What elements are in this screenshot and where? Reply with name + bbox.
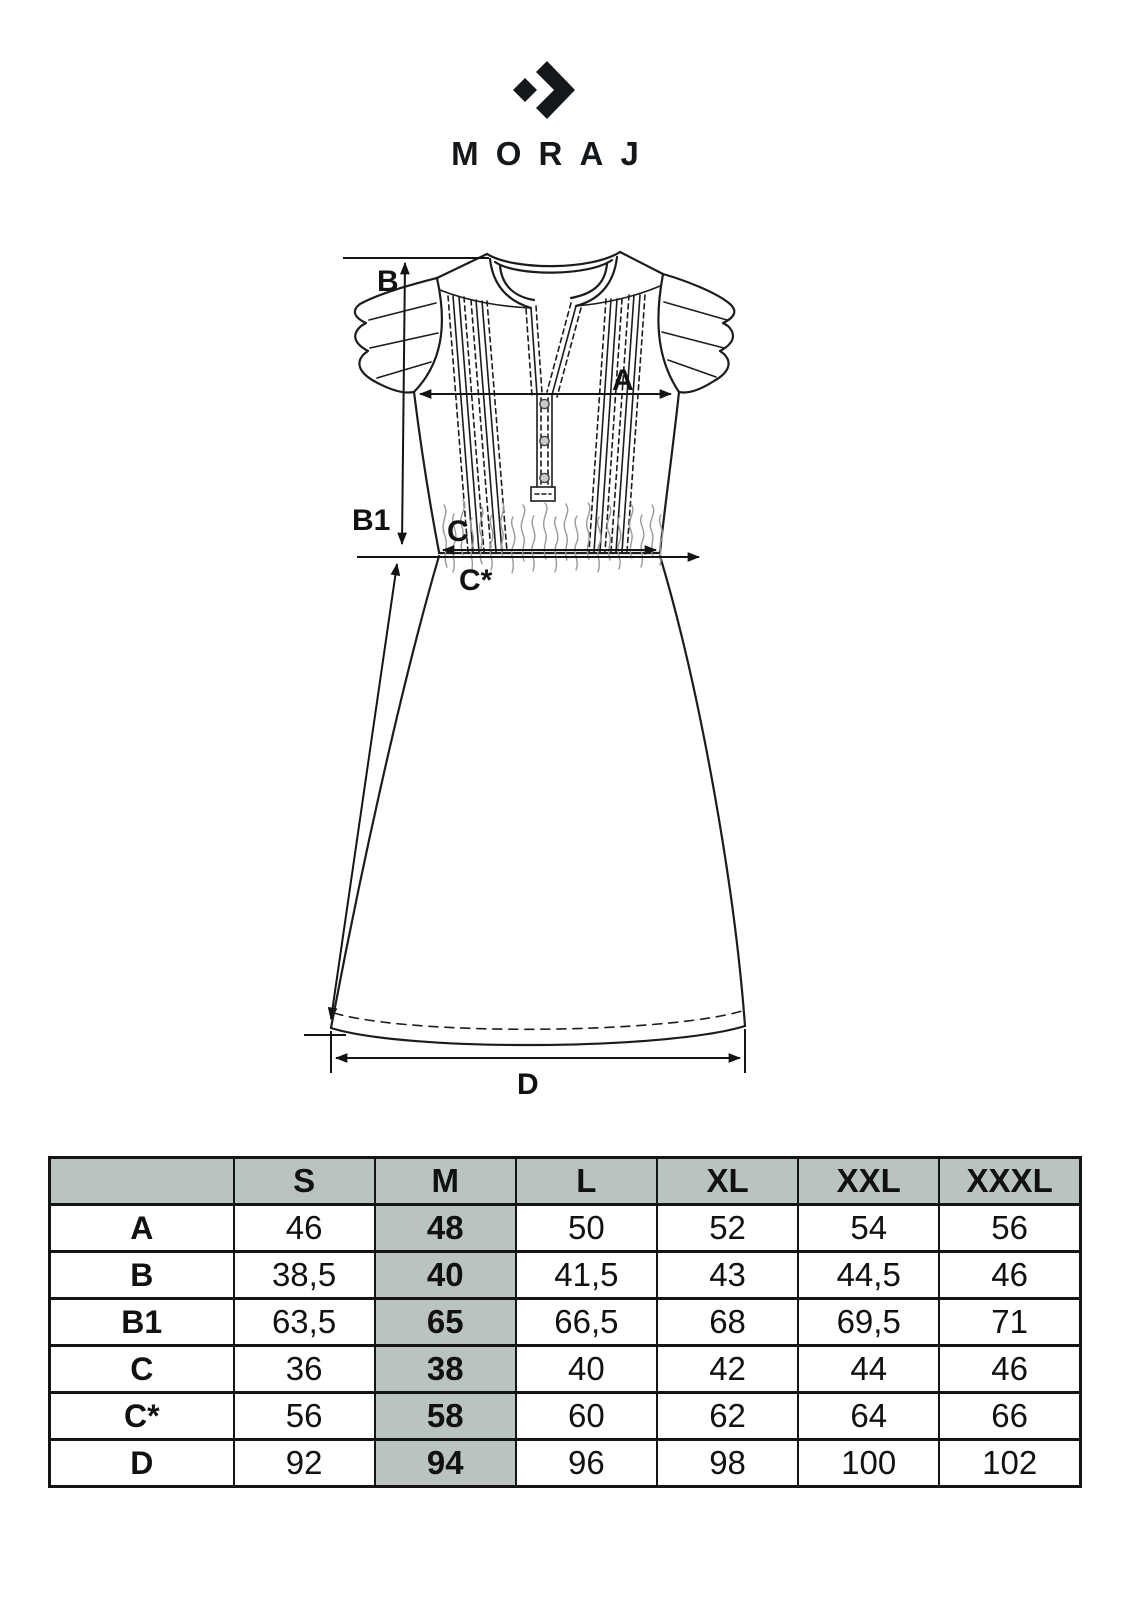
size-value-cell-highlighted: 94 — [373, 1438, 517, 1488]
row-label-c: C — [48, 1344, 235, 1394]
size-value-cell-highlighted: 58 — [373, 1391, 517, 1441]
measurement-label-a: A — [612, 364, 634, 397]
size-header-l: L — [514, 1156, 658, 1206]
size-value-cell: 38,5 — [232, 1250, 376, 1300]
measure-b-arrow — [397, 261, 410, 546]
table-row-cstar: C* 56 58 60 62 64 66 — [48, 1391, 1082, 1441]
size-header-empty — [48, 1156, 235, 1206]
size-header-s: S — [232, 1156, 376, 1206]
row-label-a: A — [48, 1203, 235, 1253]
row-label-d: D — [48, 1438, 235, 1488]
size-value-cell: 42 — [655, 1344, 800, 1394]
size-header-xl: XL — [655, 1156, 800, 1206]
row-label-b1: B1 — [48, 1297, 235, 1347]
table-row-b1: B1 63,5 65 66,5 68 69,5 71 — [48, 1297, 1082, 1347]
size-value-cell: 92 — [232, 1438, 376, 1488]
table-row-d: D 92 94 96 98 100 102 — [48, 1438, 1082, 1488]
measure-b1-arrow — [327, 562, 401, 1021]
size-value-cell: 102 — [938, 1438, 1082, 1488]
dress-technical-drawing: B B1 A C C* D — [304, 250, 747, 1101]
size-header-m: M — [373, 1156, 517, 1206]
size-value-cell: 68 — [655, 1297, 800, 1347]
size-value-cell: 54 — [797, 1203, 941, 1253]
size-value-cell: 98 — [655, 1438, 800, 1488]
size-value-cell-highlighted: 65 — [373, 1297, 517, 1347]
measurement-label-cstar: C* — [459, 564, 493, 597]
size-value-cell: 36 — [232, 1344, 376, 1394]
measurement-label-d: D — [517, 1068, 539, 1101]
row-label-cstar: C* — [48, 1391, 235, 1441]
size-value-cell: 44 — [797, 1344, 941, 1394]
size-table-header-row: S M L XL XXL XXXL — [48, 1156, 1082, 1206]
size-value-cell: 71 — [938, 1297, 1082, 1347]
size-value-cell: 43 — [655, 1250, 800, 1300]
size-value-cell: 69,5 — [797, 1297, 941, 1347]
size-value-cell: 62 — [655, 1391, 800, 1441]
size-value-cell-highlighted: 48 — [373, 1203, 517, 1253]
table-row-a: A 46 48 50 52 54 56 — [48, 1203, 1082, 1253]
size-value-cell: 100 — [797, 1438, 941, 1488]
size-header-xxxl: XXXL — [938, 1156, 1082, 1206]
measurement-label-b1: B1 — [352, 504, 390, 537]
size-value-cell: 40 — [514, 1344, 658, 1394]
size-value-cell-highlighted: 38 — [373, 1344, 517, 1394]
placket-buttons — [539, 398, 550, 484]
size-value-cell: 46 — [938, 1344, 1082, 1394]
size-value-cell: 46 — [232, 1203, 376, 1253]
size-value-cell: 56 — [938, 1203, 1082, 1253]
size-value-cell: 63,5 — [232, 1297, 376, 1347]
table-row-c: C 36 38 40 42 44 46 — [48, 1344, 1082, 1394]
size-value-cell: 96 — [514, 1438, 658, 1488]
measurement-label-b: B — [377, 265, 399, 298]
size-value-cell: 64 — [797, 1391, 941, 1441]
brand-logo: MORAJ — [380, 52, 710, 173]
size-value-cell: 44,5 — [797, 1250, 941, 1300]
size-value-cell-highlighted: 40 — [373, 1250, 517, 1300]
size-value-cell: 50 — [514, 1203, 658, 1253]
measurement-arrows — [304, 257, 746, 1073]
size-value-cell: 60 — [514, 1391, 658, 1441]
size-value-cell: 52 — [655, 1203, 800, 1253]
size-value-cell: 46 — [938, 1250, 1082, 1300]
dress-silhouette — [329, 250, 747, 1047]
table-row-b: B 38,5 40 41,5 43 44,5 46 — [48, 1250, 1082, 1300]
brand-logo-icon — [513, 61, 575, 119]
brand-logo-text: MORAJ — [451, 135, 657, 172]
row-label-b: B — [48, 1250, 235, 1300]
size-value-cell: 66,5 — [514, 1297, 658, 1347]
size-value-cell: 66 — [938, 1391, 1082, 1441]
size-table: S M L XL XXL XXXL A 46 48 50 52 54 56 B … — [48, 1156, 1082, 1488]
size-value-cell: 56 — [232, 1391, 376, 1441]
size-value-cell: 41,5 — [514, 1250, 658, 1300]
dress-detail-lines — [333, 285, 743, 1031]
size-header-xxl: XXL — [797, 1156, 941, 1206]
measurement-label-c: C — [447, 515, 469, 548]
